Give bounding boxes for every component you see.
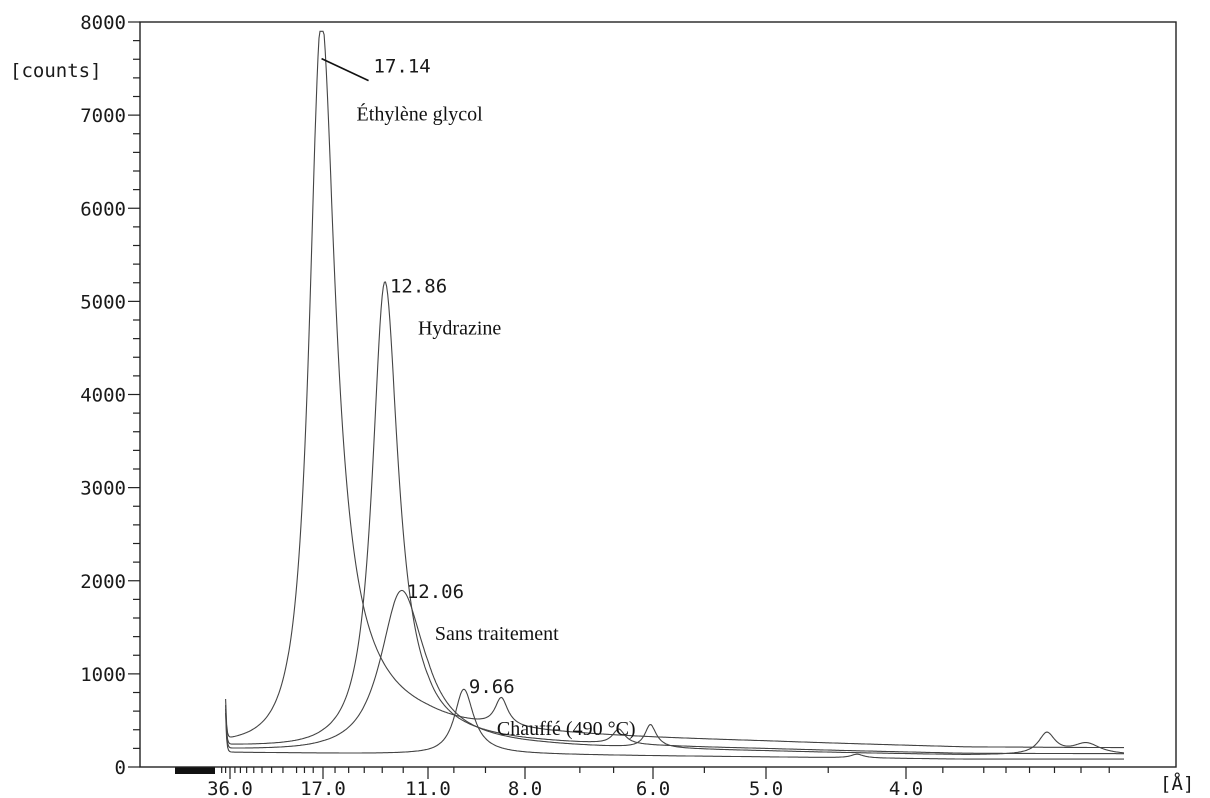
diffraction-curves xyxy=(225,30,1125,760)
series-name-label: Sans traitement xyxy=(435,623,559,645)
y-axis-ticks: 0 1000 2000 3000 4000 5000 6000 7000 8000 xyxy=(80,12,140,779)
peak-value-label: 17.14 xyxy=(374,56,431,78)
y-tick-label: 1000 xyxy=(80,664,126,686)
y-tick-label: 5000 xyxy=(80,291,126,313)
x-tick-label: 17.0 xyxy=(300,778,346,798)
x-tick-label: 11.0 xyxy=(405,778,451,798)
x-axis-ticks: 36.0 17.0 11.0 8.0 6.0 5.0 4.0 xyxy=(175,767,1110,798)
x-tick-label: 36.0 xyxy=(207,778,253,798)
series-line xyxy=(225,688,1124,760)
y-tick-label: 8000 xyxy=(80,12,126,34)
x-tick-label: 4.0 xyxy=(889,778,923,798)
x-tick-label: 8.0 xyxy=(508,778,542,798)
x-axis-unit: [Å] xyxy=(1160,772,1194,795)
peak-annotations: 17.14 Éthylène glycol 12.86 Hydrazine 12.06 S… xyxy=(321,56,636,740)
x-dense-tick-band xyxy=(175,767,215,774)
y-axis-label: [counts] xyxy=(10,60,102,82)
series-name-label: Chauffé (490 °C) xyxy=(497,718,636,740)
y-tick-label: 6000 xyxy=(80,198,126,220)
series-name-label: Éthylène glycol xyxy=(357,103,484,126)
series-name-label: Hydrazine xyxy=(418,317,501,339)
series-line xyxy=(225,281,1124,755)
peak-value-label: 12.06 xyxy=(407,581,464,603)
y-tick-label: 4000 xyxy=(80,385,126,407)
series-line xyxy=(225,589,1125,755)
y-tick-label: 0 xyxy=(115,757,126,779)
y-tick-label: 3000 xyxy=(80,478,126,500)
x-tick-label: 5.0 xyxy=(749,778,783,798)
peak-value-label: 9.66 xyxy=(469,676,515,698)
series-line xyxy=(225,30,1124,749)
plot-frame xyxy=(139,21,1177,768)
x-tick-label: 6.0 xyxy=(636,778,670,798)
peak-value-label: 12.86 xyxy=(390,275,447,297)
y-tick-label: 7000 xyxy=(80,105,126,127)
y-tick-label: 2000 xyxy=(80,571,126,593)
peak-leader-line xyxy=(321,57,369,82)
